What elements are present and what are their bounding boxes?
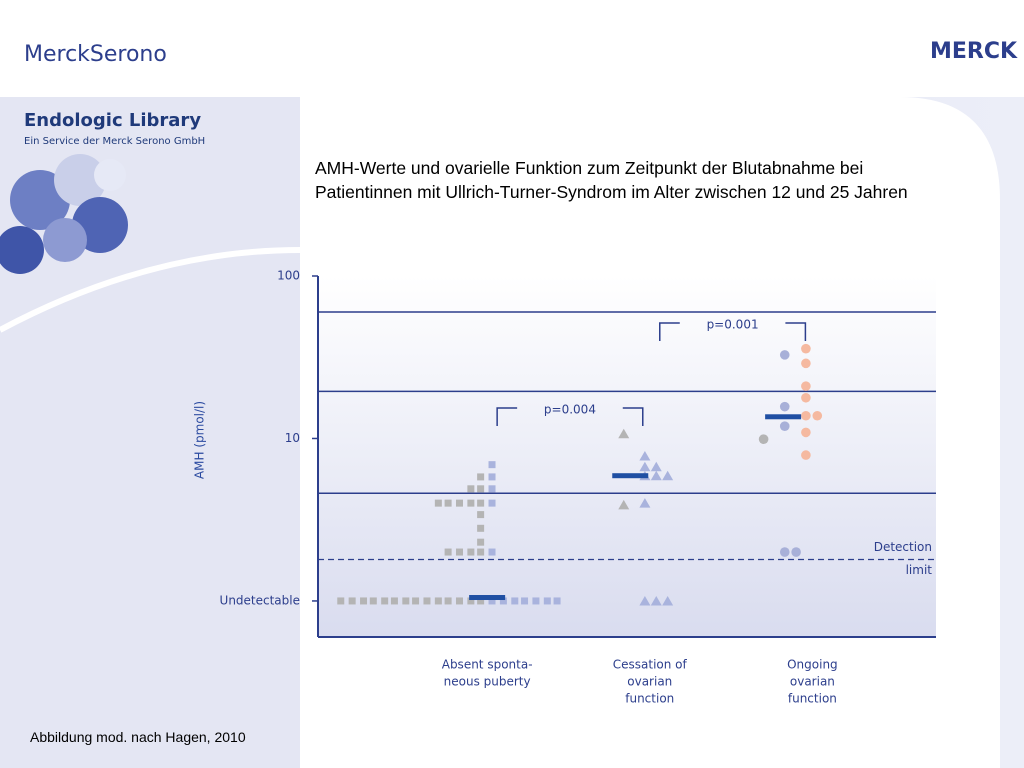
point <box>477 538 485 546</box>
point <box>779 350 790 360</box>
point <box>455 597 463 605</box>
point <box>477 597 485 605</box>
point <box>477 473 485 481</box>
x-tick-label: Ongoing <box>787 658 838 672</box>
point <box>639 498 651 508</box>
point <box>488 499 496 507</box>
point <box>423 597 431 605</box>
point <box>779 401 790 412</box>
plot-area <box>318 276 936 637</box>
x-tick-label: ovarian <box>790 675 835 689</box>
p-value: p=0.001 <box>707 318 759 332</box>
point <box>444 548 452 556</box>
side-panel <box>0 97 300 768</box>
point <box>779 547 790 557</box>
point <box>337 597 345 605</box>
point <box>444 597 452 605</box>
point <box>488 548 496 556</box>
point <box>390 597 398 605</box>
point <box>467 597 475 605</box>
point <box>662 470 674 481</box>
detection-label: limit <box>906 563 933 577</box>
logo-right: MERCK <box>930 39 1018 64</box>
y-tick-label: 10 <box>285 431 300 445</box>
point <box>521 597 529 605</box>
point <box>488 473 496 481</box>
point <box>801 427 811 438</box>
point <box>779 421 790 432</box>
point <box>477 511 485 519</box>
point <box>467 499 475 507</box>
point <box>801 392 811 403</box>
point <box>801 410 811 421</box>
point <box>650 595 662 606</box>
point <box>511 597 519 605</box>
y-tick-label: Undetectable <box>220 593 300 607</box>
point <box>434 499 442 507</box>
point <box>412 597 420 605</box>
point <box>662 595 674 606</box>
point <box>553 597 561 605</box>
point <box>639 461 651 472</box>
point <box>434 597 442 605</box>
footer: Abbildung mod. nach Hagen, 2010 <box>30 729 246 745</box>
point <box>488 461 496 469</box>
p-value: p=0.004 <box>544 403 596 417</box>
point <box>543 597 551 605</box>
y-axis-label: AMH (pmol/l) <box>193 401 207 479</box>
point <box>488 597 496 605</box>
point <box>801 450 811 460</box>
point <box>758 434 769 444</box>
point <box>791 547 801 557</box>
library-subtitle: Ein Service der Merck Serono GmbH <box>24 136 205 147</box>
point <box>477 499 485 507</box>
point <box>639 451 651 461</box>
median-bar <box>469 595 506 601</box>
median-bar <box>612 473 649 479</box>
point <box>402 597 410 605</box>
point <box>801 343 811 354</box>
chart-title: AMH-Werte und ovarielle Funktion zum Zei… <box>315 158 908 202</box>
point <box>801 381 811 391</box>
point <box>532 597 540 605</box>
detection-label: Detection <box>874 540 932 554</box>
point <box>455 499 463 507</box>
point <box>467 548 475 556</box>
point <box>812 410 823 421</box>
point <box>618 428 630 439</box>
point <box>477 548 485 556</box>
point <box>801 358 811 369</box>
point <box>360 597 368 605</box>
x-tick-label: ovarian <box>627 675 672 689</box>
point <box>650 461 662 472</box>
point <box>467 485 475 493</box>
point <box>477 485 485 493</box>
x-tick-label: Cessation of <box>613 658 688 672</box>
point <box>650 470 662 481</box>
logo-left: MerckSerono <box>24 42 167 67</box>
x-tick-label: neous puberty <box>444 675 531 689</box>
library-title: Endologic Library <box>24 110 201 131</box>
bracket <box>496 407 644 426</box>
y-tick-label: 100 <box>277 269 300 283</box>
point <box>455 548 463 556</box>
protein-image <box>0 154 128 274</box>
point <box>639 595 651 606</box>
point <box>499 597 507 605</box>
decor-curve <box>0 247 301 333</box>
point <box>348 597 356 605</box>
x-tick-label: Absent sponta- <box>442 658 533 672</box>
point <box>488 485 496 493</box>
point <box>618 499 630 510</box>
point <box>477 524 485 532</box>
x-tick-label: function <box>625 692 674 706</box>
x-tick-label: function <box>788 692 837 706</box>
median-bar <box>765 414 802 420</box>
bracket <box>659 322 807 341</box>
point <box>369 597 377 605</box>
point <box>444 499 452 507</box>
point <box>381 597 389 605</box>
